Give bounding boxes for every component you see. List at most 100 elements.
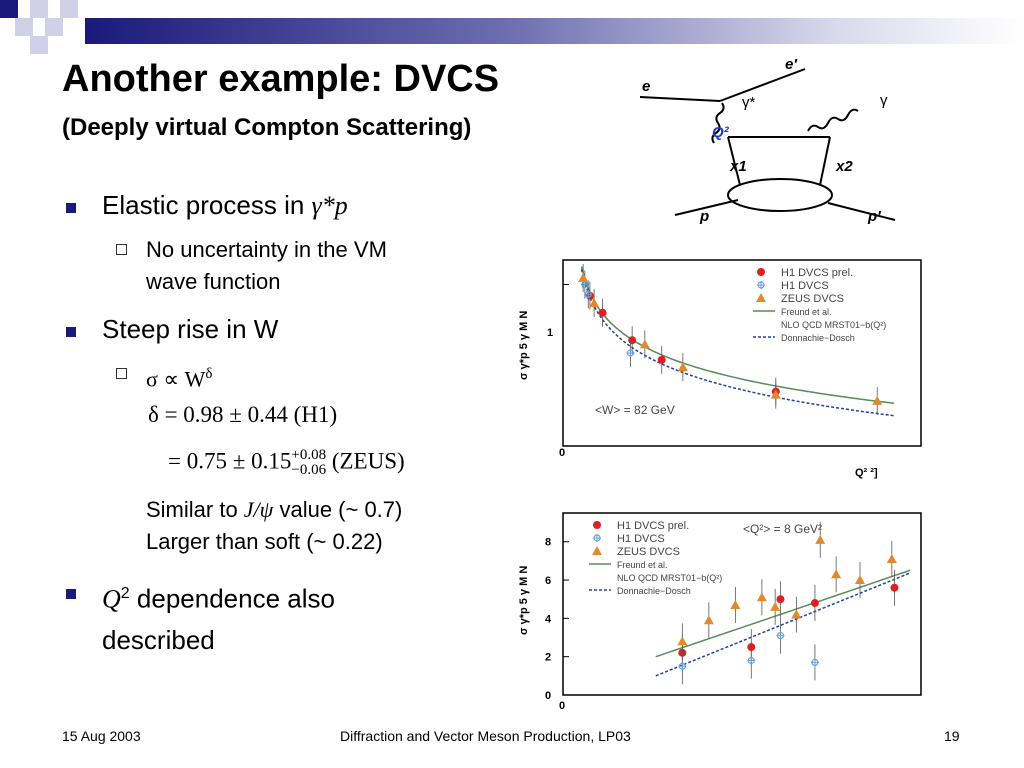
x-tick-label: 0 xyxy=(559,700,565,712)
note-line-2: Larger than soft (~ 0.22) xyxy=(146,529,383,554)
data-point-triangle xyxy=(855,575,866,585)
sigma-exponent: δ xyxy=(205,366,213,382)
legend-entry: ZEUS DVCS xyxy=(781,293,844,305)
y-axis-label: σ γ*p 5 γ M N xyxy=(518,311,530,380)
subbullet-sigma: σ ∝ Wδ xyxy=(116,358,213,395)
theory-curves xyxy=(655,569,911,677)
bullet-square-icon xyxy=(66,203,76,213)
label-e-in: e xyxy=(642,78,650,95)
data-point-triangle xyxy=(791,609,802,619)
data-point-triangle xyxy=(756,592,767,602)
dvcs-feynman-diagram: e e′ γ* γ Q² x1 x2 p p′ xyxy=(639,56,896,225)
bullet-math: γ*p xyxy=(311,191,348,220)
y-tick-label: 4 xyxy=(545,613,552,625)
decor-square xyxy=(30,36,48,54)
y-tick-label: 1 xyxy=(547,327,553,339)
data-point-circle xyxy=(585,291,594,300)
data-point-triangle xyxy=(703,615,714,625)
legend-marker xyxy=(756,293,766,302)
error-down: −0.06 xyxy=(291,462,327,478)
data-point-triangle xyxy=(639,339,650,349)
label-x1: x1 xyxy=(729,158,747,175)
q2-sup: 2 xyxy=(120,585,130,602)
x-tick-label: 0 xyxy=(559,447,565,459)
legend-entry: ZEUS DVCS xyxy=(617,546,680,558)
subbullet-line: No uncertainty in the VM xyxy=(146,237,387,262)
curve-freund xyxy=(655,569,911,658)
footer-page-number: 19 xyxy=(944,728,960,744)
legend-entry: Donnachie−Dosch xyxy=(781,333,855,343)
legend-entry: Freund et al. xyxy=(617,560,668,570)
data-point-triangle xyxy=(677,636,688,646)
data-point-triangle xyxy=(831,569,842,579)
slide-title: Another example: DVCS xyxy=(62,58,500,100)
data-point-triangle xyxy=(730,599,741,609)
equation-zeus: = 0.75 ± 0.15+0.08 −0.06 (ZEUS) xyxy=(168,448,405,478)
data-point-circle xyxy=(810,599,819,608)
data-point-triangle xyxy=(589,298,600,308)
decor-square xyxy=(30,0,48,18)
label-gamma-star: γ* xyxy=(742,94,756,111)
y-axis-label: σ γ*p 5 γ M N xyxy=(518,566,530,635)
hollow-bullet-icon xyxy=(116,368,127,379)
x-axis-label: Q² ²] xyxy=(855,467,878,479)
plot-frame xyxy=(562,259,922,447)
chart-w-dependence: σ γ*p 5 γ M N 1 0 Q² ²] <W> = 82 GeV H1 … xyxy=(518,259,922,479)
decor-square xyxy=(15,18,33,36)
data-point-triangle xyxy=(770,389,781,399)
q2-math: Q xyxy=(102,584,121,614)
label-gamma: γ xyxy=(880,92,888,109)
y-ticks: 0 2 4 6 8 xyxy=(545,537,569,702)
subbullet-vm: No uncertainty in the VM wave function xyxy=(116,234,387,298)
data-point-triangle xyxy=(886,553,897,563)
decor-square xyxy=(45,18,63,36)
hollow-bullet-icon xyxy=(116,244,127,255)
note-text: Similar to xyxy=(146,497,244,522)
subbullet-line: wave function xyxy=(146,269,281,294)
data-point-circle xyxy=(598,308,607,317)
decor-square xyxy=(0,0,18,18)
legend-entry: H1 DVCS xyxy=(781,280,829,292)
label-q2: Q² xyxy=(712,124,730,141)
label-p-out: p′ xyxy=(867,208,882,225)
plot-frame xyxy=(562,512,922,696)
legend-marker xyxy=(757,268,765,276)
header-gradient-bar xyxy=(85,18,1024,44)
equation-h1: δ = 0.98 ± 0.44 (H1) xyxy=(148,402,338,427)
label-x2: x2 xyxy=(835,158,853,175)
data-point-circle xyxy=(890,583,899,592)
data-point-triangle xyxy=(815,534,826,544)
bullet-q2: Q2 dependence also described xyxy=(66,574,335,660)
error-up: +0.08 xyxy=(291,447,327,463)
label-e-out: e′ xyxy=(785,56,798,73)
bullet-steep-rise: Steep rise in W xyxy=(66,314,279,345)
legend-marker xyxy=(592,546,602,555)
bullet-text-line2: described xyxy=(102,624,215,655)
chart-annotation: <W> = 82 GeV xyxy=(595,403,675,417)
legend-entry: NLO QCD MRST01−b(Q²) xyxy=(617,573,722,583)
footer-date: 15 Aug 2003 xyxy=(62,728,141,744)
bullet-square-icon xyxy=(66,327,76,337)
legend-entry: H1 DVCS prel. xyxy=(781,267,853,279)
data-points xyxy=(677,521,899,685)
legend-entry: Freund et al. xyxy=(781,307,832,317)
legend-marker xyxy=(593,521,601,529)
sigma-formula: σ ∝ W xyxy=(146,366,206,392)
data-point-circle xyxy=(657,355,666,364)
data-point-triangle xyxy=(677,362,688,372)
data-point-circle xyxy=(776,595,785,604)
legend-entry: Donnachie−Dosch xyxy=(617,586,691,596)
bullet-text: Steep rise in W xyxy=(102,314,279,344)
note-math: J/ψ xyxy=(243,497,274,522)
note-text: value (~ 0.7) xyxy=(273,497,403,522)
footer-center: Diffraction and Vector Meson Production,… xyxy=(340,728,631,744)
equation-zeus-errors: +0.08 −0.06 xyxy=(291,448,326,478)
slide-subtitle: (Deeply virtual Compton Scattering) xyxy=(62,114,472,141)
chart-annotation: <Q²> = 8 GeV² xyxy=(743,522,822,536)
bullet-elastic: Elastic process in γ*p xyxy=(66,190,348,221)
label-p-in: p xyxy=(699,208,709,225)
note-line-1: Similar to J/ψ value (~ 0.7) xyxy=(146,494,402,526)
bullet-text: dependence also xyxy=(129,583,335,614)
